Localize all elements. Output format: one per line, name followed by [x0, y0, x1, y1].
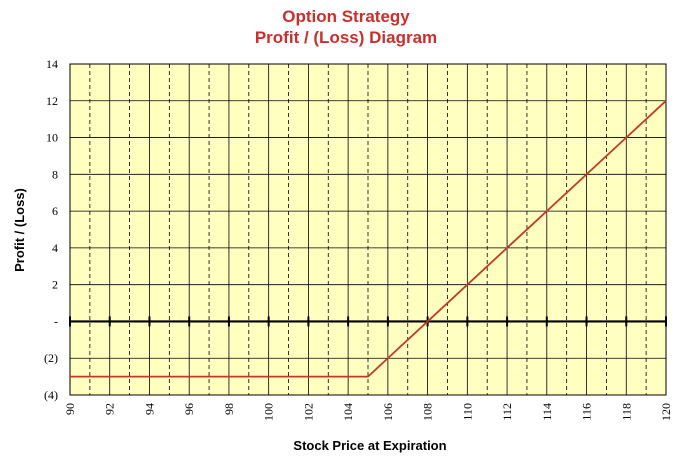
x-tick-label: 108	[421, 403, 435, 421]
x-tick-label: 98	[222, 403, 236, 415]
y-tick-label: 8	[52, 167, 58, 181]
x-tick-label: 104	[341, 403, 355, 421]
x-tick-label: 110	[460, 403, 474, 421]
y-tick-label: 6	[52, 204, 58, 218]
profit-loss-series	[70, 100, 667, 378]
y-tick-label: 14	[46, 57, 58, 71]
x-tick-label: 96	[182, 403, 196, 415]
x-tick-label: 92	[103, 403, 117, 415]
x-tick-label: 100	[262, 403, 276, 421]
y-tick-label: 4	[52, 241, 58, 255]
x-tick-label: 116	[580, 403, 594, 421]
x-tick-label: 118	[619, 403, 633, 421]
x-tick-label: 90	[63, 403, 77, 415]
x-axis-tick-labels: 90 92 94 96 98 100 102 104 106 108 110 112 114 116 118…	[63, 403, 673, 421]
y-tick-label: 12	[46, 94, 58, 108]
x-tick-label: 114	[540, 403, 554, 421]
x-tick-label: 112	[500, 403, 514, 421]
horizontal-gridlines	[70, 63, 666, 396]
x-tick-label: 102	[301, 403, 315, 421]
y-tick-label: 10	[46, 131, 58, 145]
y-tick-label: (4)	[44, 388, 58, 402]
x-tick-label: 106	[381, 403, 395, 421]
vertical-gridlines	[69, 64, 667, 395]
y-tick-label: 2	[52, 278, 58, 292]
y-axis-tick-labels: (4) (2) - 2 4 6 8 10 12 14	[44, 57, 58, 402]
chart-title: Option Strategy	[282, 7, 410, 26]
y-tick-label: (2)	[44, 351, 58, 365]
x-tick-label: 120	[659, 403, 673, 421]
x-axis-title: Stock Price at Expiration	[293, 438, 446, 453]
series-line	[70, 100, 667, 378]
chart-subtitle: Profit / (Loss) Diagram	[255, 28, 437, 47]
x-tick-label: 94	[142, 403, 156, 415]
y-tick-label: -	[54, 314, 58, 328]
y-axis-title: Profit / (Loss)	[12, 188, 27, 272]
zero-axis-line	[69, 316, 667, 327]
